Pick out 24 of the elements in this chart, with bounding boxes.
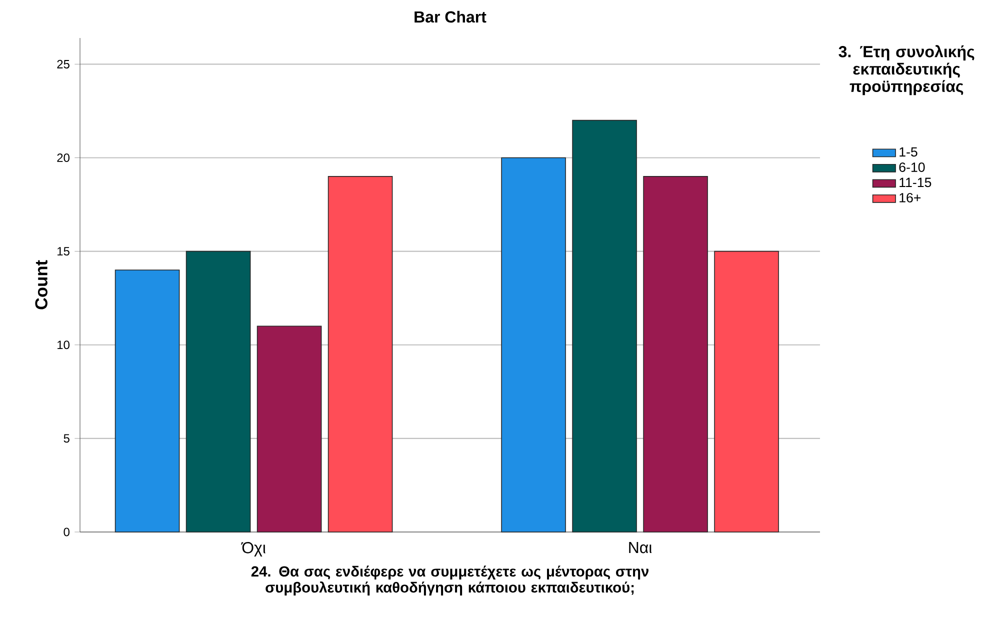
bar: [572, 120, 637, 533]
legend-label: 6-10: [899, 162, 925, 172]
bar: [328, 176, 393, 533]
legend-label: 11-15: [900, 178, 932, 188]
bar: [643, 176, 708, 533]
y-axis-title: Count: [35, 260, 48, 310]
bar: [256, 326, 322, 533]
y-tick-label: 5: [64, 434, 70, 443]
legend-label: 1-5: [900, 148, 918, 157]
bar: [714, 251, 779, 533]
x-axis-title: 24. Θα σας ενδιέφερε να συμμετέχετε ως μέντορας στην συμβουλευτική καθοδήγηση κάποιου εκπαιδευτικού;: [251, 566, 648, 596]
y-tick-label: 0: [64, 528, 70, 536]
y-tick-label: 25: [57, 60, 70, 69]
x-tick-label: Όχι: [241, 542, 266, 557]
y-tick-label: 15: [58, 247, 70, 256]
y-tick-label: 10: [58, 340, 70, 350]
y-tick-label: 20: [57, 154, 70, 162]
legend-title: 3. Έτη συνολικής εκπαιδευτικής προϋπηρεσίας: [838, 45, 974, 96]
legend-label: 16+: [900, 193, 921, 203]
chart-title: Bar Chart: [414, 11, 486, 23]
bar: [114, 270, 180, 533]
bar: [186, 251, 251, 533]
bar: [501, 158, 566, 533]
x-tick-label: Ναι: [629, 542, 652, 554]
